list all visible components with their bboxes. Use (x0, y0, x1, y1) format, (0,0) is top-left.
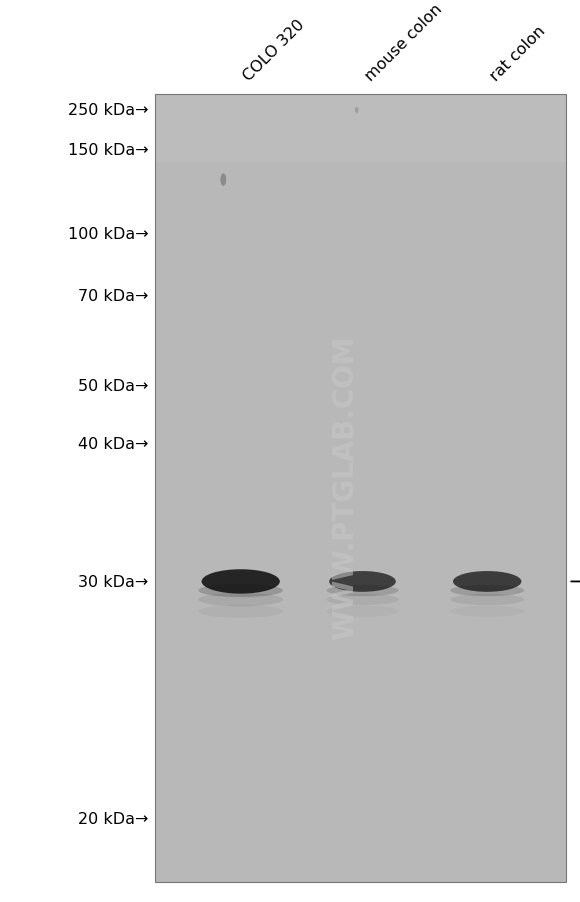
Text: 50 kDa→: 50 kDa→ (78, 379, 148, 393)
Text: 100 kDa→: 100 kDa→ (68, 227, 148, 242)
Ellipse shape (355, 107, 358, 114)
Text: 250 kDa→: 250 kDa→ (68, 103, 148, 117)
Text: 30 kDa→: 30 kDa→ (78, 575, 148, 589)
Bar (155, 95, 566, 882)
Text: 70 kDa→: 70 kDa→ (78, 289, 148, 303)
Ellipse shape (327, 585, 398, 596)
Bar (155, 684, 566, 882)
Ellipse shape (450, 585, 524, 596)
Ellipse shape (202, 570, 280, 594)
Bar (155, 95, 566, 162)
Text: rat colon: rat colon (487, 23, 548, 84)
Ellipse shape (198, 584, 283, 597)
Ellipse shape (327, 594, 398, 605)
Text: mouse colon: mouse colon (362, 1, 445, 84)
Text: 40 kDa→: 40 kDa→ (78, 437, 148, 451)
Bar (155, 95, 566, 882)
Ellipse shape (220, 174, 226, 187)
Ellipse shape (453, 572, 521, 593)
Ellipse shape (450, 594, 524, 605)
Text: 150 kDa→: 150 kDa→ (68, 143, 148, 158)
Ellipse shape (198, 594, 283, 606)
Text: 20 kDa→: 20 kDa→ (78, 812, 148, 826)
Ellipse shape (329, 572, 396, 593)
Text: WWW.PTGLAB.COM: WWW.PTGLAB.COM (331, 335, 359, 640)
Text: COLO 320: COLO 320 (241, 17, 308, 84)
